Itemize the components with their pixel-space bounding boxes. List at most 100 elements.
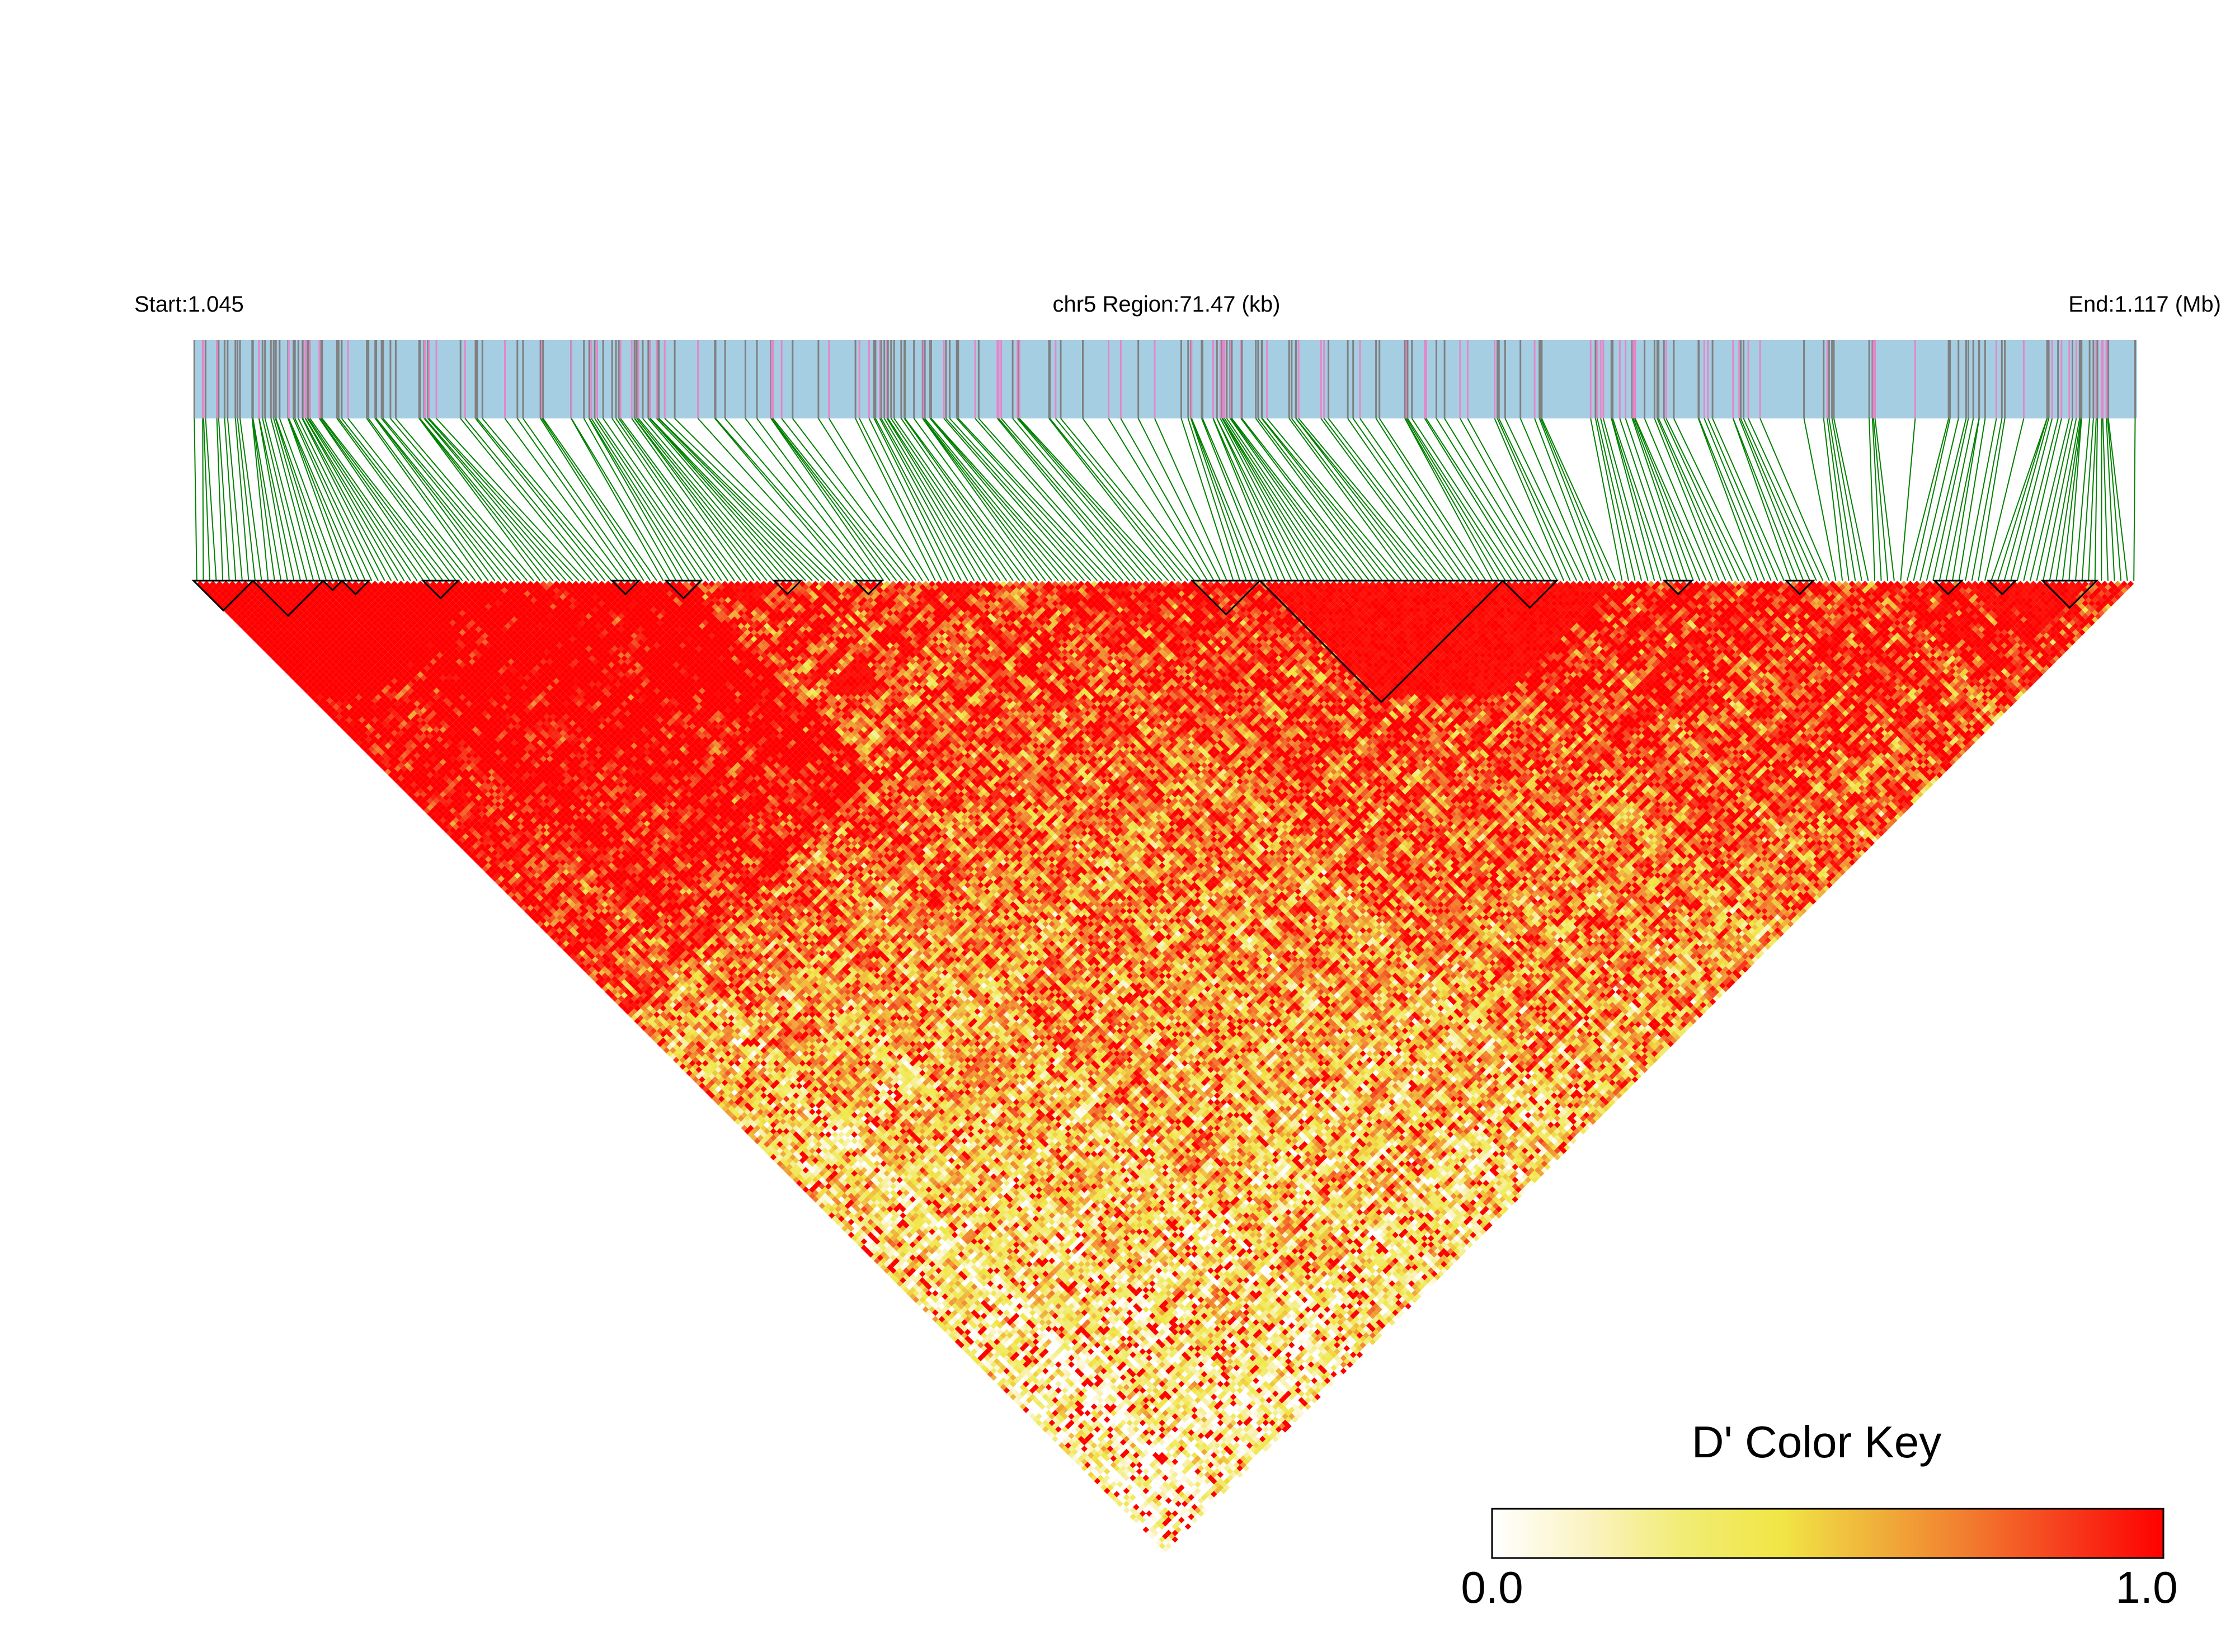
snp-connector (1201, 418, 1267, 581)
snp-connector (658, 418, 820, 581)
start-label: Start:1.045 (134, 292, 244, 317)
ld-cell (731, 1115, 738, 1122)
snp-connector (308, 418, 418, 581)
snp-marker (234, 340, 237, 418)
ld-cell (867, 1251, 874, 1258)
ld-cell (255, 632, 262, 639)
ld-cell (721, 1105, 728, 1112)
snp-connector (1538, 418, 1603, 581)
snp-connector (1965, 418, 1997, 581)
snp-track (194, 340, 2137, 418)
snp-connector (216, 418, 224, 581)
snp-marker (427, 340, 429, 418)
snp-marker (714, 340, 717, 418)
snp-marker (1436, 340, 1437, 418)
snp-connector (648, 418, 787, 581)
snp-marker (272, 340, 275, 418)
ld-cell (1081, 1465, 1088, 1472)
ld-cell (718, 1102, 725, 1109)
ld-cell (1006, 1390, 1013, 1397)
snp-marker (1494, 340, 1496, 418)
ld-cell (695, 1079, 702, 1086)
snp-connector (541, 418, 651, 581)
ld-cell (333, 717, 340, 723)
ld-cell (339, 717, 346, 723)
snp-connector (1697, 418, 1759, 581)
snp-connector (656, 418, 813, 581)
snp-connector (1497, 418, 1571, 581)
snp-connector (956, 418, 1104, 581)
snp-marker (2096, 340, 2098, 418)
snp-connector (1012, 418, 1150, 581)
snp-connector (1220, 418, 1305, 581)
ld-cell (336, 713, 343, 720)
snp-connector (998, 418, 1137, 581)
snp-marker (1828, 340, 1830, 418)
ld-cell (495, 872, 501, 879)
snp-connector (868, 418, 949, 581)
snp-connector (2049, 418, 2081, 581)
ld-cell (919, 1303, 926, 1310)
snp-marker (1533, 340, 1536, 418)
ld-cell (504, 882, 511, 888)
ld-cell (1139, 1523, 1146, 1530)
snp-connector (975, 418, 1117, 581)
ld-cell (728, 1112, 735, 1119)
ld-cell (407, 791, 414, 798)
ld-cell (433, 817, 440, 824)
snp-marker (656, 340, 658, 418)
snp-connector (516, 418, 632, 581)
ld-cell (549, 927, 557, 934)
snp-marker (366, 340, 368, 418)
snp-marker (658, 340, 660, 418)
snp-marker (883, 340, 886, 418)
snp-marker (890, 340, 892, 418)
snp-connector (883, 418, 981, 581)
snp-marker (504, 340, 506, 418)
ld-cell (284, 668, 291, 675)
snp-connector (1945, 418, 1980, 581)
ld-cell (916, 1300, 923, 1306)
ld-cell (766, 1151, 774, 1157)
ld-cell (1010, 1394, 1017, 1400)
ld-cell (893, 1277, 900, 1284)
ld-cell (828, 1212, 835, 1219)
ld-cell (1159, 1542, 1165, 1550)
ld-cell (410, 794, 417, 801)
ld-cell (858, 1241, 864, 1248)
ld-cell (255, 639, 262, 646)
snp-connector (1049, 418, 1182, 581)
snp-connector (1971, 418, 2003, 581)
snp-connector (252, 418, 282, 581)
snp-connector (904, 418, 1027, 581)
snp-marker (886, 340, 888, 418)
snp-marker (1288, 340, 1290, 418)
snp-connector (1871, 418, 1882, 581)
snp-marker (792, 340, 794, 418)
snp-connector (1154, 418, 1227, 581)
snp-connector (227, 418, 243, 581)
snp-connector (1405, 418, 1506, 581)
snp-marker (817, 340, 820, 418)
ld-cell (1055, 1439, 1062, 1446)
ld-cell (1000, 1383, 1007, 1391)
snp-marker (1082, 340, 1084, 418)
snp-connector (2010, 418, 2053, 581)
ld-cell (488, 872, 495, 879)
snp-connector (224, 418, 237, 581)
ld-cell (388, 771, 394, 779)
ld-cell (514, 891, 521, 898)
snp-marker (1644, 340, 1646, 418)
snp-marker (583, 340, 585, 418)
snp-connector (419, 418, 547, 581)
snp-marker (474, 340, 477, 418)
ld-cell (890, 1274, 897, 1281)
ld-cell (443, 820, 450, 827)
ld-cell (307, 684, 314, 691)
snp-connector (307, 418, 411, 581)
snp-marker (201, 340, 204, 418)
snp-connector (1663, 418, 1739, 581)
snp-marker (618, 340, 620, 418)
ld-cell (660, 1044, 667, 1051)
snp-connector (1266, 418, 1403, 581)
